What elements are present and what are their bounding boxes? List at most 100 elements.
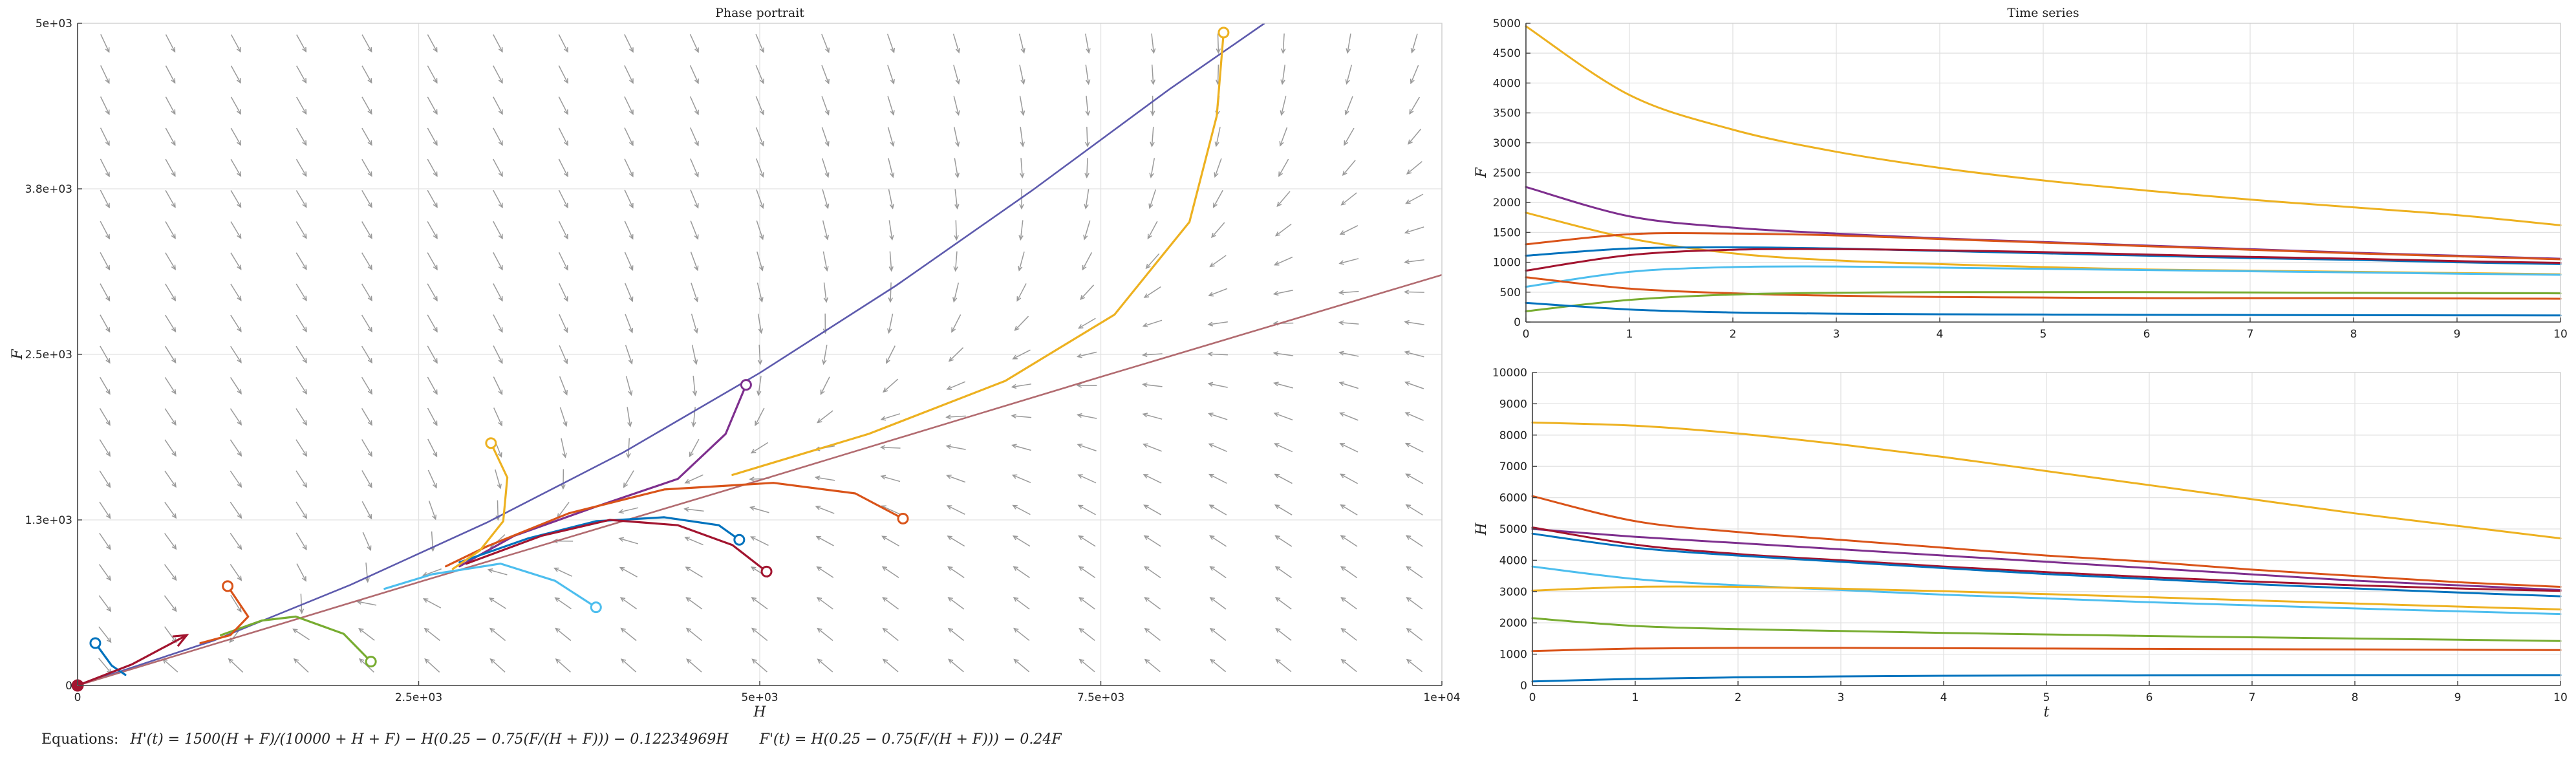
- field-arrowhead: [365, 577, 370, 583]
- field-arrowhead: [947, 627, 954, 633]
- field-arrow: [954, 189, 958, 209]
- field-arrowhead: [825, 47, 830, 54]
- field-arrow: [427, 96, 438, 114]
- field-arrowhead: [367, 171, 372, 177]
- field-arrowhead: [302, 544, 307, 551]
- field-arrow: [689, 96, 699, 114]
- field-arrowhead: [367, 451, 372, 457]
- field-arrowhead: [105, 78, 110, 84]
- field-arrowhead: [488, 597, 495, 603]
- field-arrowhead: [1406, 658, 1412, 664]
- field-arrow: [427, 438, 438, 457]
- field-arrowhead: [302, 327, 307, 333]
- field-arrow: [230, 345, 242, 363]
- field-arrow: [558, 221, 568, 239]
- field-arrowhead: [1078, 324, 1084, 329]
- field-arrow: [946, 415, 966, 418]
- field-arrow: [295, 377, 307, 394]
- field-arrowhead: [105, 233, 111, 240]
- field-arrowhead: [1212, 202, 1218, 209]
- phase-ytick-label: 5e+03: [36, 17, 72, 30]
- field-arrow: [1274, 256, 1293, 266]
- nullcline-line: [78, 23, 1265, 685]
- field-arrow: [164, 408, 177, 426]
- field-arrow: [887, 96, 894, 115]
- field-arrowhead: [1013, 627, 1019, 633]
- field-arrowhead: [749, 477, 755, 482]
- field-arrowhead: [759, 172, 764, 178]
- field-arrowhead: [946, 385, 952, 391]
- field-arrowhead: [237, 264, 242, 270]
- field-arrowhead: [749, 506, 755, 511]
- field-arrow: [1144, 566, 1161, 579]
- field-arrowhead: [1404, 259, 1410, 264]
- field-arrow: [1143, 353, 1163, 356]
- tsF-ylabel: F: [1474, 167, 1490, 178]
- field-arrow: [888, 314, 894, 333]
- equations-caption: Equations: H'(t) = 1500(H + F)/(10000 + H…: [41, 731, 1093, 748]
- field-arrow: [98, 595, 111, 612]
- trajectory-line: [199, 585, 250, 645]
- field-arrowhead: [628, 202, 634, 209]
- field-arrow: [165, 127, 176, 145]
- field-arrow: [881, 505, 900, 515]
- equations-label: Equations:: [41, 731, 119, 748]
- field-arrow: [1210, 659, 1227, 673]
- field-arrowhead: [432, 514, 437, 521]
- vector-field: [98, 33, 1424, 674]
- field-arrow: [230, 96, 241, 114]
- field-arrow: [684, 508, 704, 512]
- field-arrow: [1085, 64, 1089, 84]
- field-arrowhead: [888, 266, 894, 272]
- field-arrowhead: [955, 48, 960, 54]
- field-arrow: [427, 189, 438, 208]
- field-arrowhead: [1019, 204, 1024, 210]
- field-arrow: [624, 96, 634, 114]
- field-arrow: [559, 283, 568, 301]
- field-arrowhead: [759, 141, 764, 147]
- field-arrow: [230, 252, 242, 270]
- field-arrow: [1086, 95, 1089, 115]
- field-arrow: [1014, 316, 1029, 331]
- field-arrowhead: [1012, 535, 1018, 541]
- field-arrow: [100, 345, 111, 363]
- field-arrow: [98, 564, 111, 581]
- field-arrowhead: [171, 638, 177, 643]
- field-arrow: [295, 345, 307, 363]
- field-arrow: [361, 190, 372, 208]
- field-arrowhead: [1279, 141, 1284, 147]
- field-arrow: [1276, 659, 1292, 673]
- field-arrow: [881, 475, 901, 482]
- field-arrow: [493, 314, 503, 332]
- field-arrowhead: [1143, 293, 1150, 298]
- tsH-series: [1531, 421, 2562, 683]
- field-arrowhead: [1406, 169, 1412, 175]
- trajectory-arrowhead: [172, 634, 189, 647]
- field-arrow: [1275, 566, 1292, 579]
- field-arrow: [1143, 474, 1162, 484]
- field-arrow: [1339, 352, 1359, 357]
- field-arrow: [1013, 504, 1031, 515]
- field-arrow: [296, 65, 307, 83]
- field-arrow: [1281, 96, 1287, 115]
- field-arrowhead: [237, 296, 242, 301]
- field-arrow: [691, 345, 697, 364]
- field-arrowhead: [1079, 627, 1084, 633]
- tsF-xtick-label: 2: [1730, 328, 1737, 341]
- tsF-series-line: [1525, 301, 2562, 317]
- field-arrow: [756, 189, 764, 208]
- field-arrow: [164, 564, 177, 581]
- field-arrow: [165, 158, 176, 177]
- field-arrow: [1019, 96, 1024, 115]
- field-arrowhead: [1405, 535, 1411, 540]
- field-arrow: [1086, 127, 1088, 147]
- field-arrow: [953, 127, 959, 146]
- field-arrowhead: [882, 658, 888, 664]
- field-arrowhead: [105, 389, 111, 395]
- field-arrowhead: [554, 597, 560, 602]
- field-arrow: [881, 413, 901, 420]
- field-arrow: [1086, 158, 1088, 178]
- field-arrow: [1409, 96, 1421, 114]
- field-arrowhead: [1078, 566, 1084, 571]
- field-arrowhead: [171, 264, 176, 270]
